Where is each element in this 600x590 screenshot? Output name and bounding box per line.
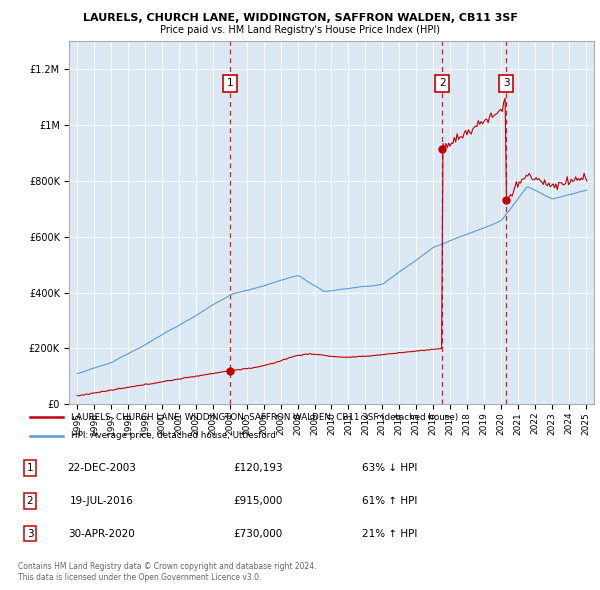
Text: 30-APR-2020: 30-APR-2020 [68, 529, 136, 539]
Text: 1: 1 [227, 78, 233, 88]
Text: £120,193: £120,193 [233, 463, 283, 473]
Text: HPI: Average price, detached house, Uttlesford: HPI: Average price, detached house, Uttl… [71, 431, 277, 440]
Text: 1: 1 [26, 463, 34, 473]
Text: 3: 3 [503, 78, 510, 88]
Text: LAURELS, CHURCH LANE, WIDDINGTON, SAFFRON WALDEN, CB11 3SF (detached house): LAURELS, CHURCH LANE, WIDDINGTON, SAFFRO… [71, 413, 458, 422]
Text: £730,000: £730,000 [233, 529, 283, 539]
Text: LAURELS, CHURCH LANE, WIDDINGTON, SAFFRON WALDEN, CB11 3SF: LAURELS, CHURCH LANE, WIDDINGTON, SAFFRO… [83, 13, 517, 23]
Text: 22-DEC-2003: 22-DEC-2003 [68, 463, 136, 473]
Text: 63% ↓ HPI: 63% ↓ HPI [362, 463, 418, 473]
Text: 21% ↑ HPI: 21% ↑ HPI [362, 529, 418, 539]
Text: 19-JUL-2016: 19-JUL-2016 [70, 496, 134, 506]
Text: 61% ↑ HPI: 61% ↑ HPI [362, 496, 418, 506]
Text: 3: 3 [26, 529, 34, 539]
Text: Contains HM Land Registry data © Crown copyright and database right 2024.
This d: Contains HM Land Registry data © Crown c… [18, 562, 317, 582]
Text: 2: 2 [26, 496, 34, 506]
Text: Price paid vs. HM Land Registry's House Price Index (HPI): Price paid vs. HM Land Registry's House … [160, 25, 440, 35]
Text: £915,000: £915,000 [233, 496, 283, 506]
Text: 2: 2 [439, 78, 446, 88]
